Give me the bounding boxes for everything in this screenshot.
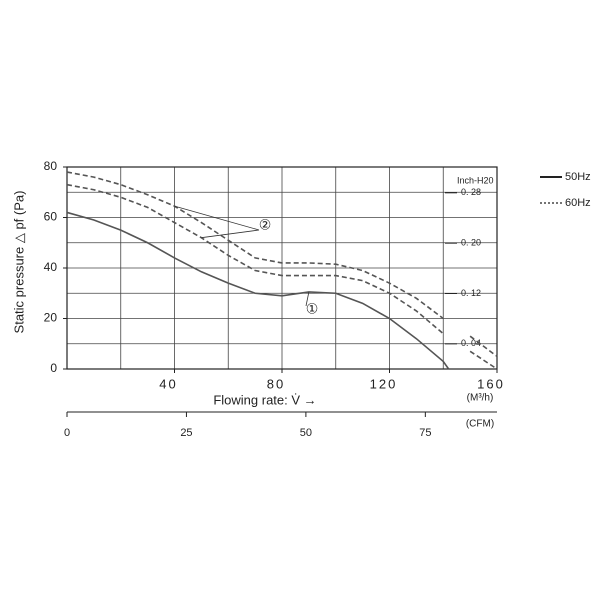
y-tick-label: 20	[44, 311, 58, 325]
leader-line	[305, 291, 310, 307]
y-axis-title: Static pressure △ pf (Pa)	[11, 191, 26, 334]
x-tick-label: 120	[370, 376, 398, 391]
y2-tick-label: 0. 12	[461, 288, 481, 298]
leader-line	[201, 229, 260, 239]
y-tick-label: 0	[50, 361, 57, 375]
legend-label: 50Hz	[565, 171, 591, 183]
legend-label: 60Hz	[565, 197, 591, 209]
y2-tick-label: 0. 04	[461, 338, 481, 348]
leader-line	[174, 205, 260, 231]
y2-axis-title: Inch-H20	[457, 175, 494, 185]
curve	[66, 183, 444, 335]
y-tick-label: 60	[44, 210, 58, 224]
y-tick-label: 80	[44, 159, 58, 173]
y2-tick-label: 0. 20	[461, 238, 481, 248]
x-axis-title: Flowing rate: V̇ →	[213, 392, 316, 407]
curve	[469, 335, 498, 358]
x2-tick-label: 75	[419, 427, 431, 439]
curve	[66, 211, 450, 370]
y2-tick-label: 0. 28	[461, 187, 481, 197]
annotation: ①	[306, 301, 319, 317]
x2-tick-label: 50	[300, 427, 312, 439]
annotation: ②	[259, 217, 272, 233]
curve	[469, 350, 498, 370]
x2-tick-label: 0	[64, 427, 70, 439]
x-tick-label: 40	[159, 376, 177, 391]
x-tick-label: 80	[267, 376, 285, 391]
x2-tick-label: 25	[180, 427, 192, 439]
y-tick-label: 40	[44, 260, 58, 274]
x2-axis-title: (CFM)	[466, 419, 494, 430]
x-tick-label: 160	[477, 376, 505, 391]
curve	[66, 171, 444, 320]
x-axis-unit: (M³/h)	[467, 393, 494, 404]
